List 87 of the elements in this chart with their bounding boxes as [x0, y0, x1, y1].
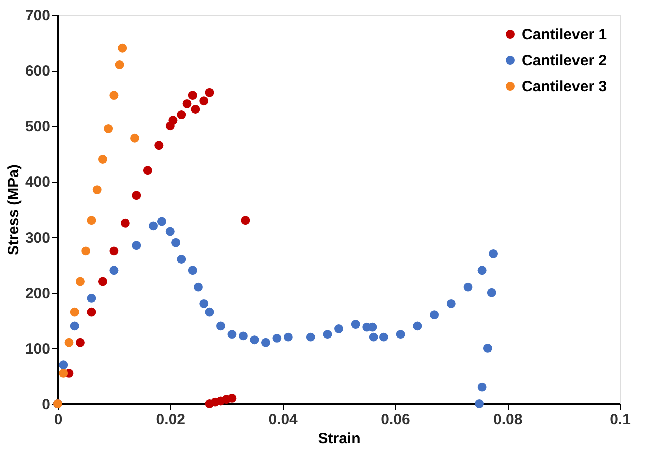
point — [250, 336, 260, 345]
point — [143, 166, 152, 176]
point — [132, 191, 142, 200]
point — [120, 218, 130, 228]
y-tick-label: 100 — [25, 340, 50, 358]
point — [110, 266, 119, 276]
y-tick-label: 700 — [25, 8, 50, 24]
point — [241, 216, 250, 226]
legend-label: Cantilever 3 — [522, 78, 608, 96]
point — [177, 110, 186, 120]
point — [118, 44, 128, 53]
point — [351, 320, 360, 329]
point — [154, 141, 164, 150]
y-tick-label: 200 — [25, 285, 50, 302]
y-axis-title: Stress (MPa) — [5, 164, 22, 256]
x-tick-label: 0.06 — [381, 412, 410, 428]
y-tick-label: 500 — [25, 118, 50, 136]
point — [228, 330, 237, 339]
point — [59, 360, 68, 370]
point — [98, 277, 108, 286]
y-tick-label: 300 — [25, 230, 50, 247]
point — [200, 300, 209, 308]
point — [379, 332, 388, 342]
point — [87, 294, 96, 303]
point — [130, 134, 140, 143]
point — [261, 338, 270, 348]
point — [76, 277, 85, 286]
point — [87, 308, 96, 317]
x-axis-title: Strain — [318, 430, 361, 448]
point — [272, 334, 282, 343]
point — [98, 155, 108, 164]
point — [87, 216, 96, 226]
legend-label: Cantilever 2 — [522, 52, 608, 70]
point — [177, 255, 186, 264]
y-tick-label: 0 — [42, 396, 50, 414]
x-tick-label: 0.04 — [268, 412, 299, 428]
point — [487, 288, 496, 298]
point — [396, 330, 406, 339]
point — [430, 310, 440, 320]
point — [200, 96, 209, 106]
point — [194, 282, 203, 292]
point — [110, 91, 119, 100]
point — [475, 400, 484, 408]
x-tick-label: 0.02 — [156, 412, 186, 428]
point — [188, 266, 198, 276]
point — [158, 217, 166, 226]
point — [182, 99, 192, 108]
y-tick-label: 400 — [25, 174, 50, 192]
y-tick-label: 600 — [25, 63, 50, 80]
point — [70, 322, 80, 331]
legend-label: Cantilever 1 — [522, 26, 608, 44]
point — [478, 266, 487, 276]
point — [216, 322, 226, 331]
point — [205, 308, 214, 317]
point — [446, 300, 456, 308]
point — [464, 282, 473, 292]
point — [59, 368, 68, 378]
point — [306, 332, 316, 342]
point — [132, 241, 142, 250]
point — [115, 60, 124, 70]
point — [149, 222, 158, 231]
point — [172, 238, 180, 248]
point — [205, 88, 214, 98]
x-tick-label: 0 — [54, 412, 63, 428]
point — [166, 227, 175, 236]
point — [369, 332, 378, 342]
point — [284, 332, 293, 342]
point — [64, 338, 74, 348]
point — [323, 330, 332, 339]
x-tick-label: 0.08 — [494, 412, 523, 428]
point — [82, 246, 91, 256]
point — [238, 332, 248, 341]
point — [168, 116, 178, 126]
point — [110, 246, 119, 256]
point — [413, 322, 422, 331]
point — [334, 324, 344, 334]
point — [478, 382, 487, 392]
point — [191, 105, 200, 114]
point — [483, 344, 492, 353]
point — [92, 186, 102, 195]
point — [489, 249, 498, 258]
point — [104, 124, 114, 134]
point — [76, 338, 85, 348]
point — [228, 394, 237, 403]
x-tick-label: 0.1 — [610, 412, 631, 428]
point — [70, 308, 80, 317]
point — [188, 91, 198, 100]
